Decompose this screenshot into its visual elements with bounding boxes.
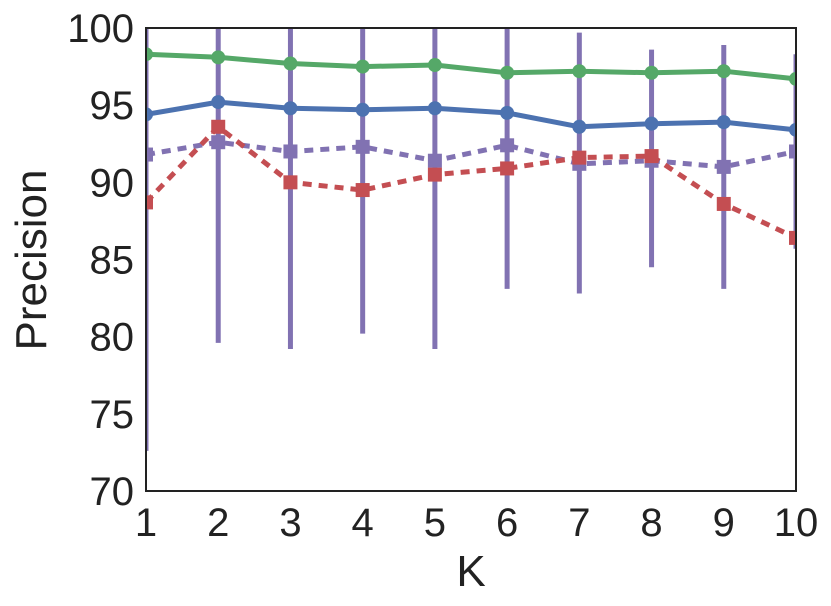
x-tick-label: 8 [640, 501, 662, 545]
data-point [572, 150, 587, 165]
x-axis-tick-labels: 1 2 3 4 5 6 7 8 9 10 [135, 501, 818, 545]
data-point [500, 105, 515, 120]
y-axis-tick-labels: 70 75 80 85 90 95 100 [67, 7, 134, 514]
data-point [500, 65, 515, 80]
data-point [146, 47, 153, 62]
x-tick-label: 6 [496, 501, 518, 545]
y-tick-label: 95 [90, 84, 135, 128]
data-point [211, 135, 226, 150]
y-tick-label: 80 [90, 316, 135, 360]
data-point [572, 119, 587, 134]
x-tick-label: 1 [135, 501, 157, 545]
data-point [716, 196, 731, 211]
x-tick-label: 3 [279, 501, 301, 545]
data-point [716, 64, 731, 79]
series-line-4 [146, 124, 796, 241]
y-tick-label: 85 [90, 239, 135, 283]
x-tick-label: 2 [207, 501, 229, 545]
y-tick-label: 90 [90, 161, 135, 205]
data-point [283, 56, 298, 71]
plot-frame [145, 27, 797, 492]
y-tick-label: 100 [67, 7, 134, 51]
x-tick-label: 5 [424, 501, 446, 545]
data-point [644, 65, 659, 80]
x-tick-label: 4 [352, 501, 374, 545]
data-point [716, 159, 731, 174]
x-tick-label: 7 [568, 501, 590, 545]
data-point [283, 144, 298, 159]
data-point [716, 115, 731, 130]
y-tick-label: 75 [90, 393, 135, 437]
data-point [146, 147, 153, 162]
data-point [427, 153, 442, 168]
data-point [283, 101, 298, 116]
data-point [211, 95, 226, 110]
series-layer [146, 28, 796, 451]
series-line-3 [146, 139, 796, 170]
data-point [427, 58, 442, 73]
data-point [355, 59, 370, 74]
y-axis-label: Precision [7, 170, 56, 351]
data-point [500, 161, 515, 176]
data-point [211, 50, 226, 65]
data-point [427, 167, 442, 182]
data-point [355, 183, 370, 198]
data-point [427, 101, 442, 116]
data-point [500, 138, 515, 153]
series-line-2 [146, 99, 796, 133]
plot-area [146, 28, 796, 451]
x-tick-label: 9 [713, 501, 735, 545]
data-point [355, 139, 370, 154]
data-point [146, 195, 153, 210]
data-point [572, 64, 587, 79]
data-point [211, 119, 226, 134]
data-point [644, 149, 659, 164]
data-point [146, 107, 153, 122]
data-point [789, 122, 796, 137]
x-tick-label: 10 [774, 501, 819, 545]
data-point [789, 230, 796, 245]
data-point [789, 71, 796, 86]
data-point [355, 102, 370, 117]
x-axis-label: K [456, 547, 485, 596]
y-tick-label: 70 [90, 470, 135, 514]
series-line-1 [146, 51, 796, 82]
data-point [644, 116, 659, 131]
data-point [789, 144, 796, 159]
data-point [283, 175, 298, 190]
